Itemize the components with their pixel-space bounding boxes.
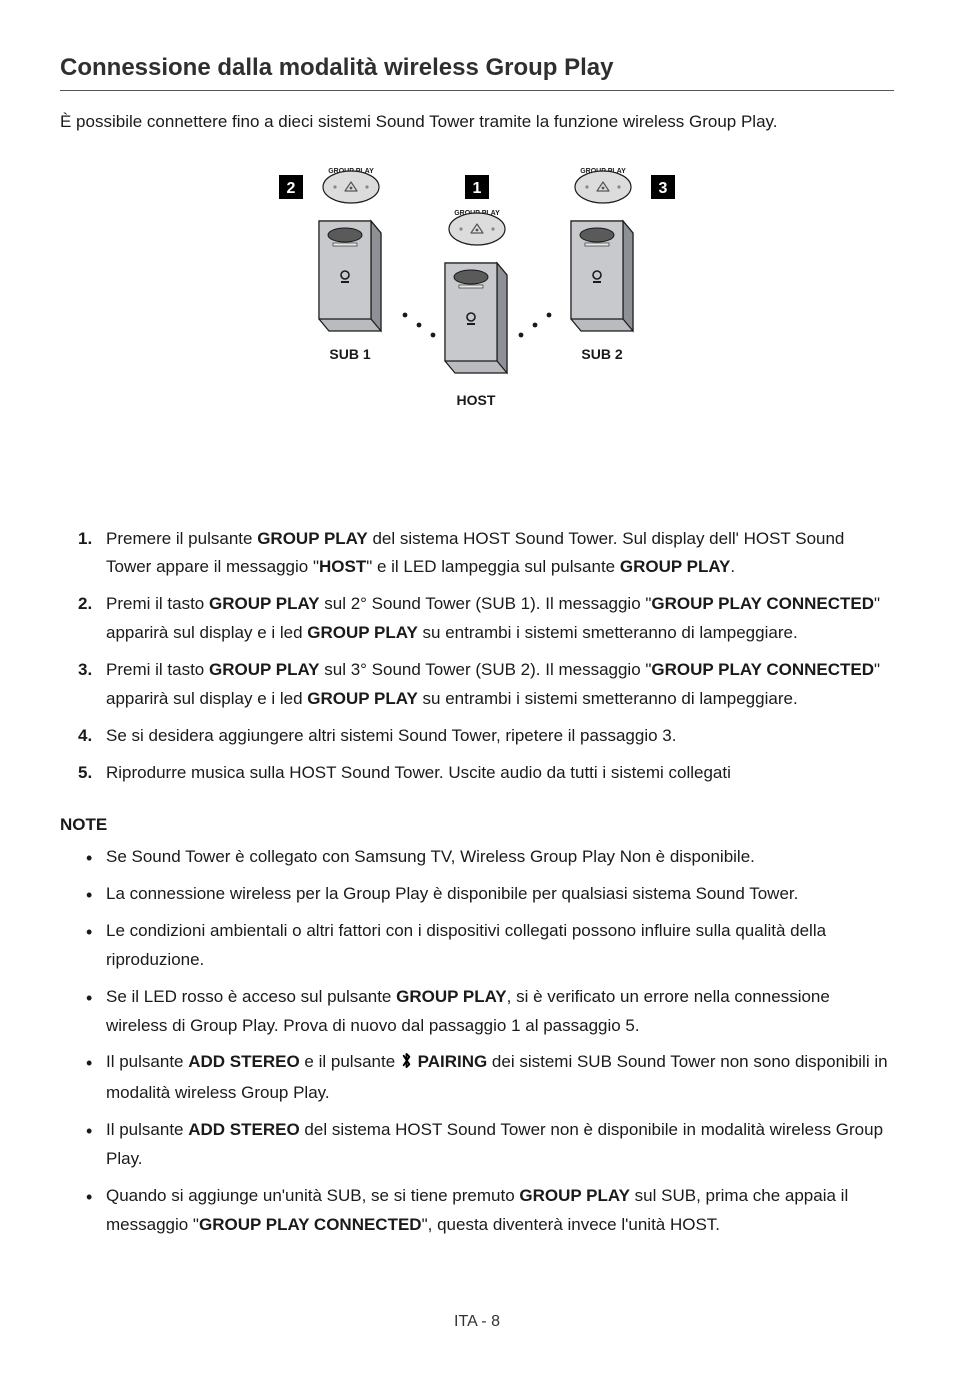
step-1: Premere il pulsante GROUP PLAY del siste… [88,525,894,583]
step-2: Premi il tasto GROUP PLAY sul 2° Sound T… [88,590,894,648]
step-4: Se si desidera aggiungere altri sistemi … [88,722,894,751]
note-item: La connessione wireless per la Group Pla… [96,880,894,909]
note-heading: NOTE [60,812,894,838]
note-item: Il pulsante ADD STEREO e il pulsante PAI… [96,1048,894,1108]
step-5: Riprodurre musica sulla HOST Sound Tower… [88,759,894,788]
bluetooth-icon [400,1050,413,1079]
section-title: Connessione dalla modalità wireless Grou… [60,50,894,86]
group-play-diagram: GROUP PLAY GROUP PLAY GROUP PLAY 2 1 3 S… [60,165,894,485]
notes-list: Se Sound Tower è collegato con Samsung T… [60,843,894,1240]
svg-text:3: 3 [659,180,668,197]
note-item: Quando si aggiunge un'unità SUB, se si t… [96,1182,894,1240]
svg-text:2: 2 [287,180,296,197]
note-item: Se Sound Tower è collegato con Samsung T… [96,843,894,872]
svg-text:SUB 1: SUB 1 [329,346,370,362]
svg-text:1: 1 [473,180,482,197]
note-item: Se il LED rosso è acceso sul pulsante GR… [96,983,894,1041]
title-underline [60,90,894,91]
note-item: Il pulsante ADD STEREO del sistema HOST … [96,1116,894,1174]
steps-list: Premere il pulsante GROUP PLAY del siste… [60,525,894,788]
svg-text:SUB 2: SUB 2 [581,346,622,362]
page-footer: ITA - 8 [60,1310,894,1334]
svg-text:HOST: HOST [457,392,496,408]
intro-text: È possibile connettere fino a dieci sist… [60,109,894,135]
note-item: Le condizioni ambientali o altri fattori… [96,917,894,975]
step-3: Premi il tasto GROUP PLAY sul 3° Sound T… [88,656,894,714]
